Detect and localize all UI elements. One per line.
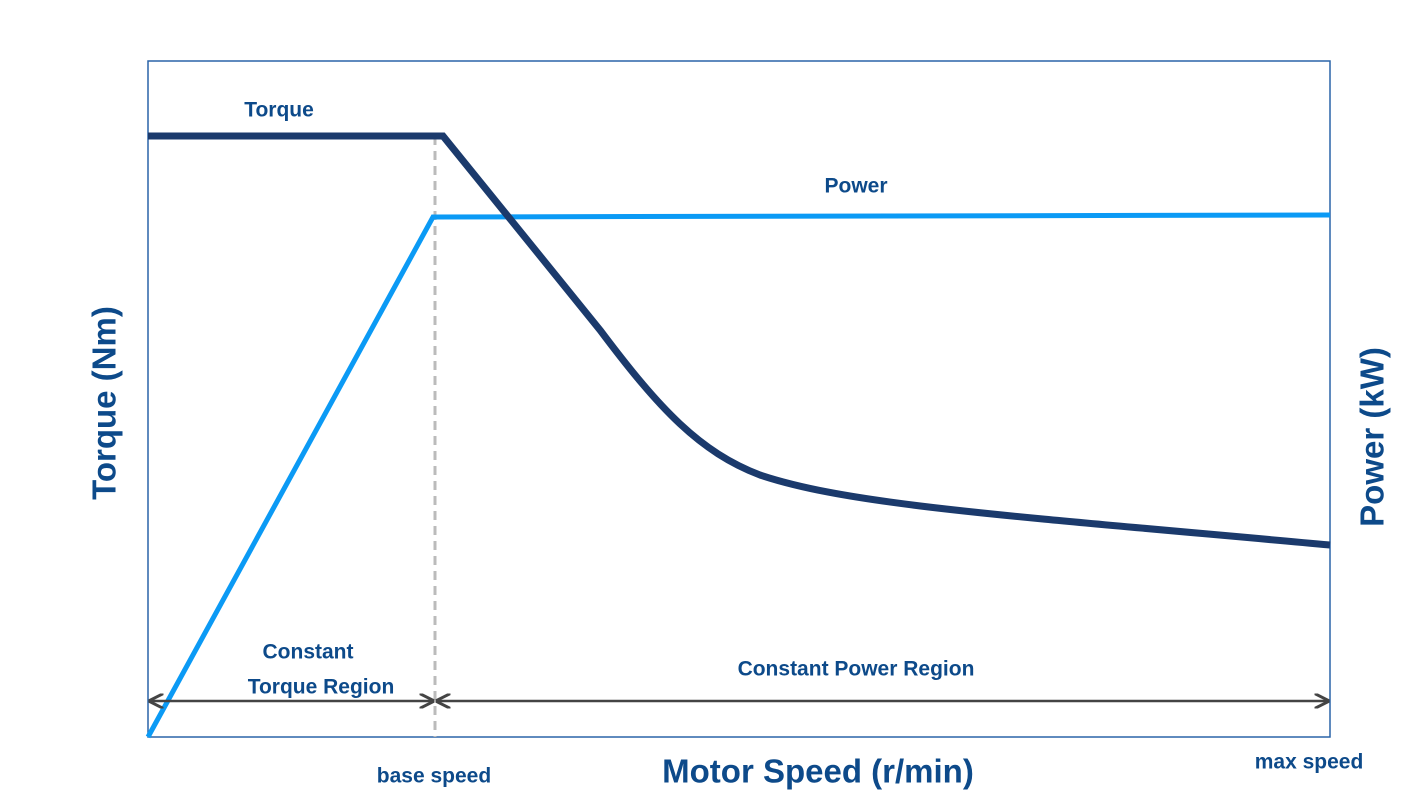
plot-frame — [147, 60, 1331, 738]
power-curve — [145, 212, 1331, 739]
power-label: Power — [824, 175, 887, 198]
region-label: Torque Region — [248, 676, 395, 699]
region-label: Constant — [263, 641, 354, 664]
torque-curve — [148, 132, 1331, 549]
torque-label: Torque — [244, 99, 314, 122]
y-axis-title: Torque (Nm) — [86, 306, 123, 500]
base-speed-label: base speed — [377, 765, 491, 788]
x-axis-title: Motor Speed (r/min) — [662, 753, 974, 790]
max-speed-label: max speed — [1255, 751, 1364, 774]
y2-axis-title: Power (kW) — [1354, 347, 1391, 527]
region-label: Constant Power Region — [738, 658, 975, 681]
